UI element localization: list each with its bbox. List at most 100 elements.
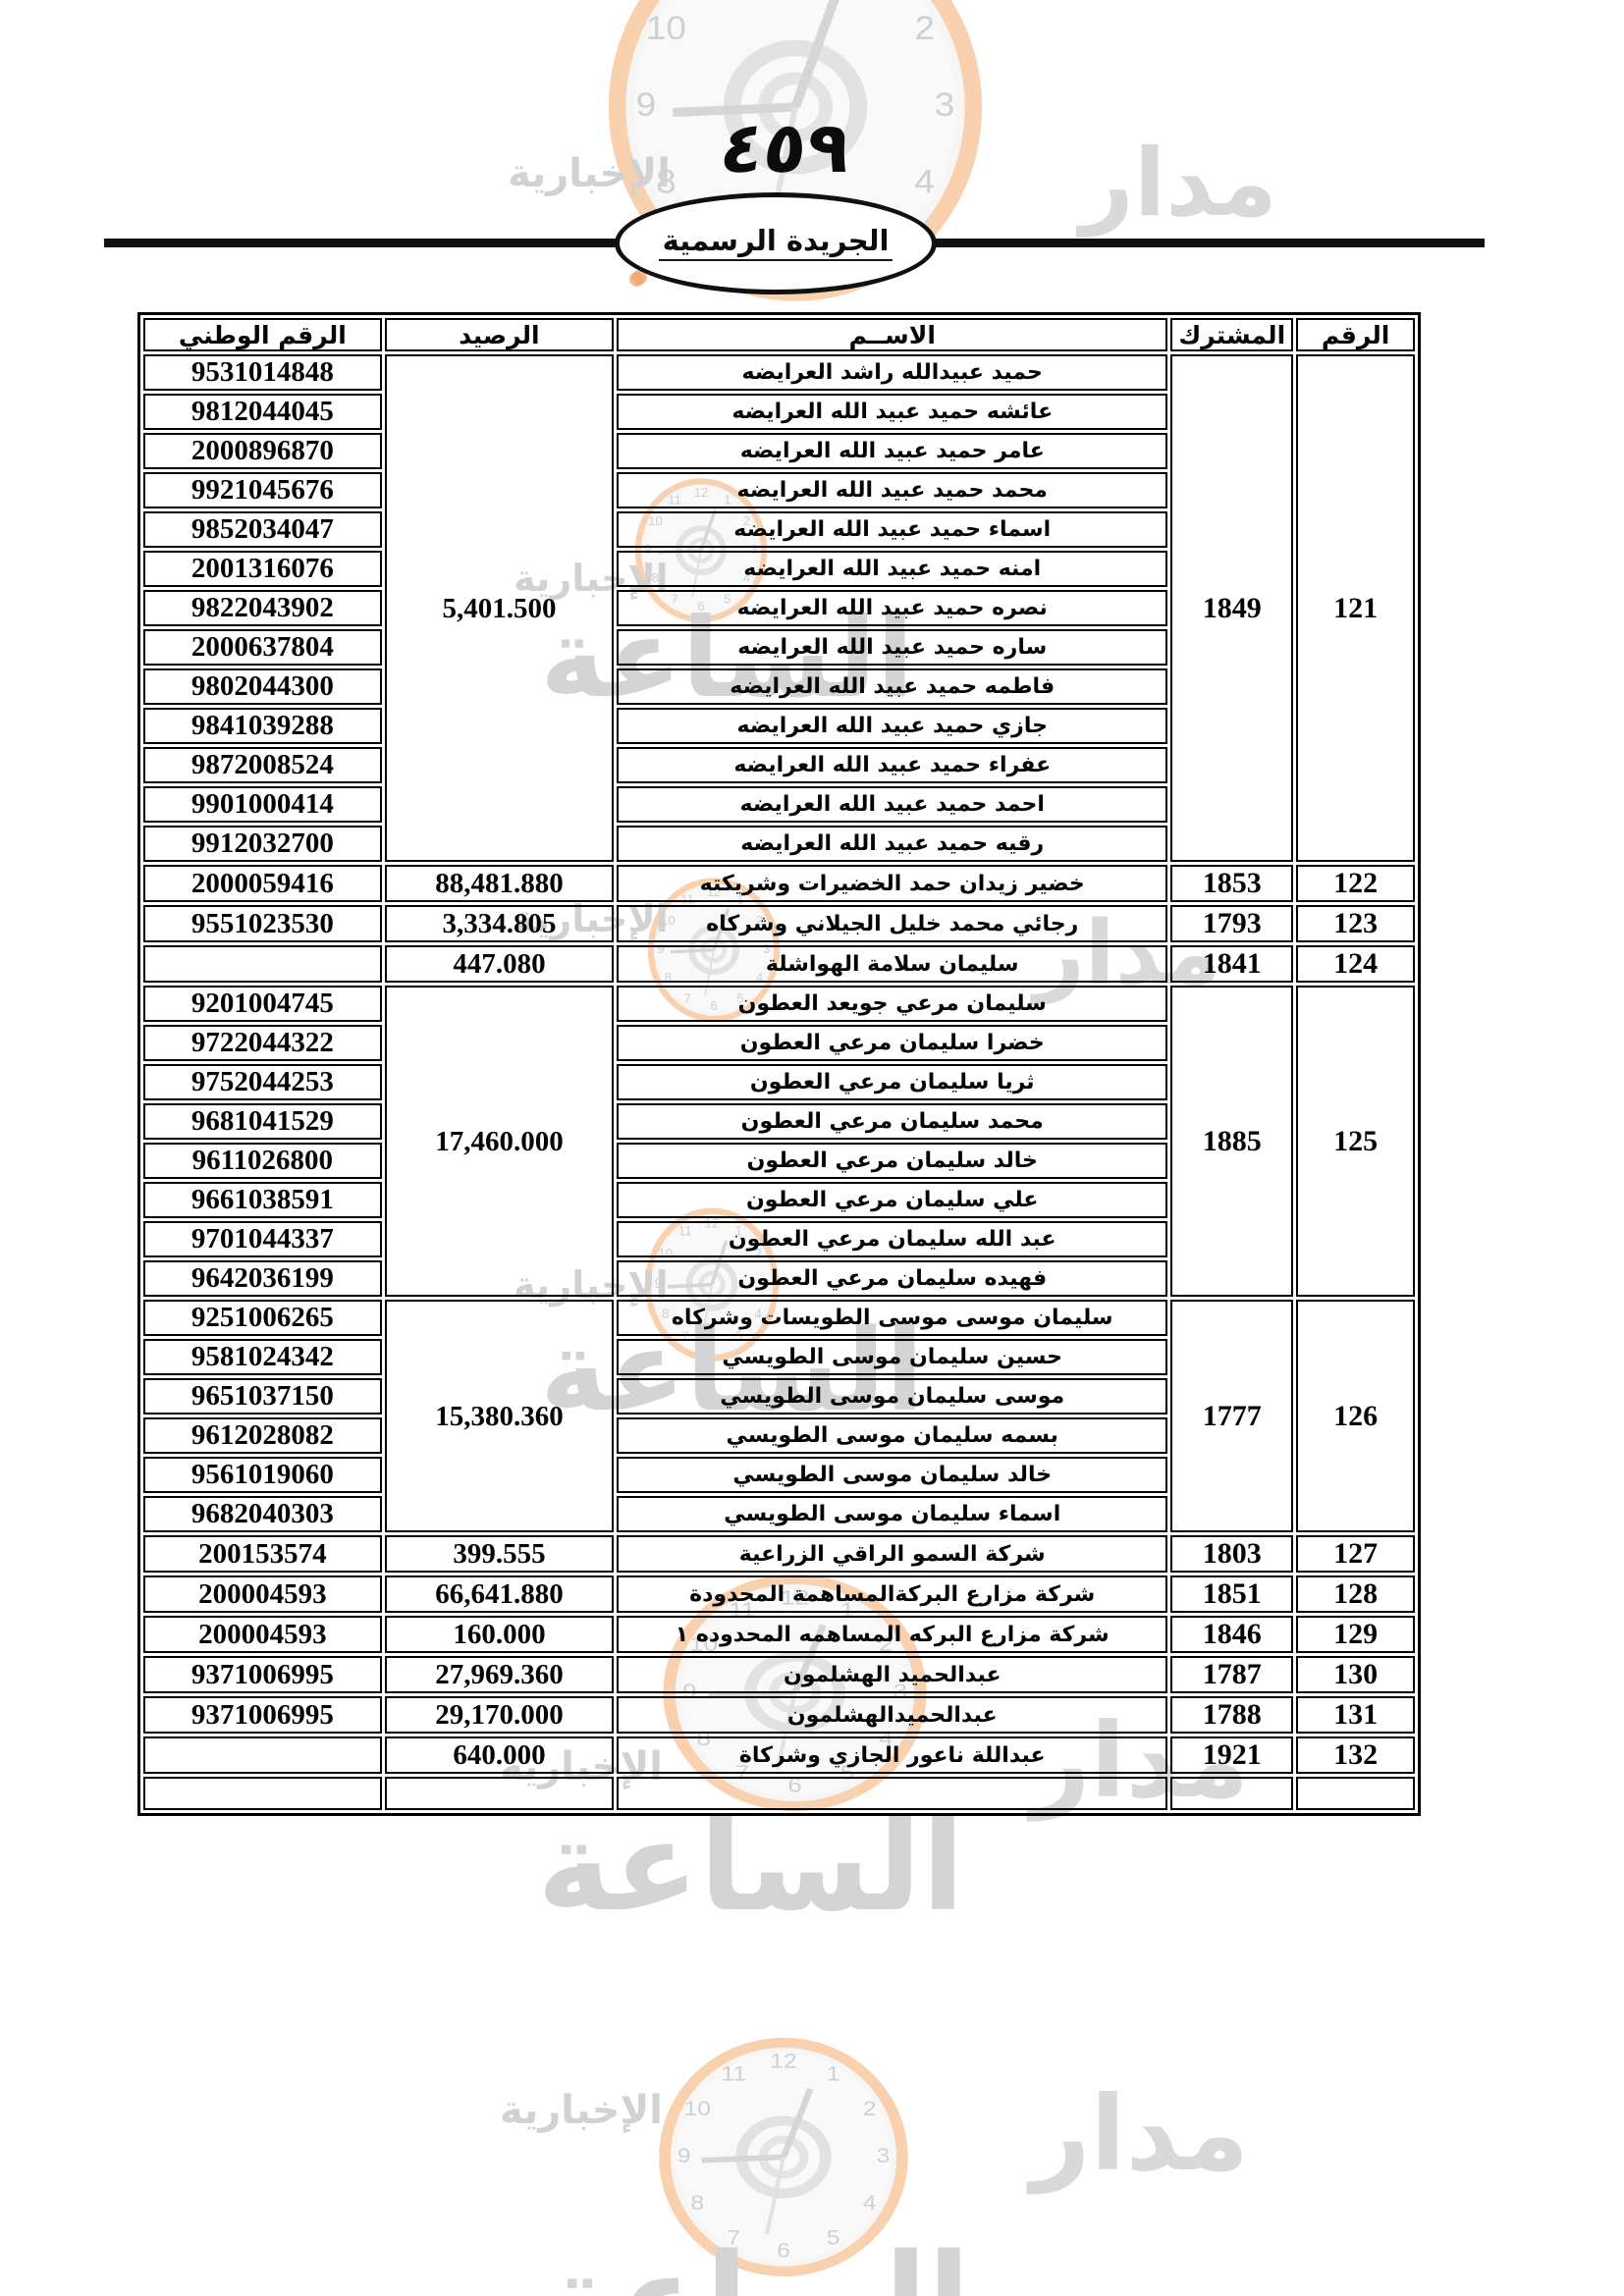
record-number-cell: 132 [1296,1736,1415,1774]
table-row: اسماء سليمان موسى الطويسي 9682040303 [143,1496,1415,1532]
table-row: 121 1849 حميد عبيدالله راشد العرايضه 5,401.… [143,354,1415,862]
table-row: 122 1853 خضير زيدان حمد الخضيرات وشريكته 88… [143,865,1415,902]
name-cell: اسماء سليمان موسى الطويسي [617,1496,1168,1532]
balance-cell: 17,460.000 [384,986,615,1297]
national-id-cell: 200004593 [143,1616,382,1653]
subscriber-cell: 1851 [1170,1575,1294,1613]
svg-text:7: 7 [727,2225,740,2249]
record-number-cell: 121 [1296,354,1415,862]
national-id-cell: 2000896870 [143,433,382,469]
name-cell: سليمان موسى موسى الطويسات وشركاه [617,1300,1168,1336]
national-id-cell: 9371006995 [143,1696,382,1734]
subscriber-cell: 1853 [1170,865,1294,902]
balance-cell: 399.555 [384,1535,615,1573]
record-number-cell: 122 [1296,865,1415,902]
national-id-cell: 9802044300 [143,668,382,705]
subscriber-cell: 1788 [1170,1696,1294,1734]
subscriber-cell: 1777 [1170,1300,1294,1532]
table-row: امنه حميد عبيد الله العرايضه 2001316076 [143,551,1415,587]
table-row: موسى سليمان موسى الطويسي 9651037150 [143,1378,1415,1415]
name-cell: رقيه حميد عبيد الله العرايضه [617,826,1168,862]
name-cell: رجائي محمد خليل الجيلاني وشركاه [617,905,1168,942]
name-cell: جازي حميد عبيد الله العرايضه [617,708,1168,744]
balance-cell: 66,641.880 [384,1575,615,1613]
table-row: عائشه حميد عبيد الله العرايضه 9812044045 [143,394,1415,430]
name-cell: عبدالحميدالهشلمون [617,1696,1168,1734]
table-row: حسين سليمان موسى الطويسي 9581024342 [143,1339,1415,1375]
national-id-cell: 9841039288 [143,708,382,744]
watermark-agency-right: مدار [1080,130,1277,238]
national-id-cell: 9822043902 [143,590,382,626]
balance-cell: 5,401.500 [384,354,615,862]
watermark-agency-left: الإخبارية [508,151,671,196]
national-id-cell: 9531014848 [143,354,382,391]
watermark: 12 12 3 45 6 78 9 10 11 الإخبارية مدار الساعة [500,2034,1249,2296]
header-balance: الرصيد [384,318,615,351]
national-id-cell: 9201004745 [143,986,382,1022]
table-row: 128 1851 شركة مزارع البركةالمساهمة المحدود… [143,1575,1415,1613]
national-id-cell: 9682040303 [143,1496,382,1532]
table-row: محمد سليمان مرعي العطون 9681041529 [143,1103,1415,1140]
svg-text:2: 2 [914,9,935,47]
table-row: اسماء حميد عبيد الله العرايضه 9852034047 [143,511,1415,548]
svg-text:2: 2 [863,2096,877,2119]
name-cell: محمد حميد عبيد الله العرايضه [617,472,1168,508]
national-id-cell: 9681041529 [143,1103,382,1140]
national-id-cell: 9872008524 [143,747,382,783]
balance-cell: 640.000 [384,1736,615,1774]
name-cell: محمد سليمان مرعي العطون [617,1103,1168,1140]
name-cell: عبداللة ناعور الجازي وشركاة [617,1736,1168,1774]
svg-text:4: 4 [914,163,935,201]
table-row: عبد الله سليمان مرعي العطون 9701044337 [143,1221,1415,1257]
watermark-agency-bottom: الساعة [537,1793,966,1940]
table-row: ساره حميد عبيد الله العرايضه 2000637804 [143,629,1415,666]
page-number: ٤٥٩ [715,106,856,188]
header-name: الاســم [617,318,1168,351]
national-id-cell: 200153574 [143,1535,382,1573]
svg-text:12: 12 [770,2049,796,2072]
name-cell: سليمان مرعي جويعد العطون [617,986,1168,1022]
name-cell: شركة مزارع البركةالمساهمة المحدودة [617,1575,1168,1613]
balance-cell: 15,380.360 [384,1300,615,1532]
svg-text:9: 9 [636,85,657,124]
subscriber-cell: 1921 [1170,1736,1294,1774]
name-cell: سليمان سلامة الهواشلة [617,945,1168,983]
balance-cell: 29,170.000 [384,1696,615,1734]
national-id-cell: 9921045676 [143,472,382,508]
records-table: الرقم المشترك الاســم الرصيد الرقم الوطن… [137,312,1421,1816]
name-cell: عائشه حميد عبيد الله العرايضه [617,394,1168,430]
svg-text:9: 9 [677,2144,691,2167]
national-id-cell: 9852034047 [143,511,382,548]
national-id-cell: 9551023530 [143,905,382,942]
table-row: نصره حميد عبيد الله العرايضه 9822043902 [143,590,1415,626]
svg-text:8: 8 [690,2191,704,2215]
national-id-cell: 200004593 [143,1575,382,1613]
table-row: خالد سليمان موسى الطويسي 9561019060 [143,1457,1415,1493]
balance-cell: 160.000 [384,1616,615,1653]
record-number-cell: 125 [1296,986,1415,1297]
name-cell: شركة السمو الراقي الزراعية [617,1535,1168,1573]
subscriber-cell: 1787 [1170,1656,1294,1693]
balance-cell: 27,969.360 [384,1656,615,1693]
watermark-agency-right: مدار [1031,2074,1250,2194]
balance-cell: 3,334.805 [384,905,615,942]
national-id-cell: 9651037150 [143,1378,382,1415]
record-number-cell: 127 [1296,1535,1415,1573]
national-id-cell: 9642036199 [143,1260,382,1297]
subscriber-cell: 1793 [1170,905,1294,942]
subscriber-cell: 1849 [1170,354,1294,862]
balance-cell [384,1777,615,1810]
watermark-agency-bottom: الساعة [543,2238,972,2296]
subscriber-cell: 1841 [1170,945,1294,983]
name-cell: خالد سليمان موسى الطويسي [617,1457,1168,1493]
national-id-cell [143,1736,382,1774]
table-row: علي سليمان مرعي العطون 9661038591 [143,1182,1415,1218]
name-cell: حميد عبيدالله راشد العرايضه [617,354,1168,391]
name-cell: فاطمه حميد عبيد الله العرايضه [617,668,1168,705]
table-row: 131 1788 عبدالحميدالهشلمون 29,170.000 937100… [143,1696,1415,1734]
table-row: 127 1803 شركة السمو الراقي الزراعية 399.555… [143,1535,1415,1573]
name-cell: اسماء حميد عبيد الله العرايضه [617,511,1168,548]
record-number-cell: 124 [1296,945,1415,983]
name-cell: ثريا سليمان مرعي العطون [617,1064,1168,1100]
subscriber-cell: 1885 [1170,986,1294,1297]
